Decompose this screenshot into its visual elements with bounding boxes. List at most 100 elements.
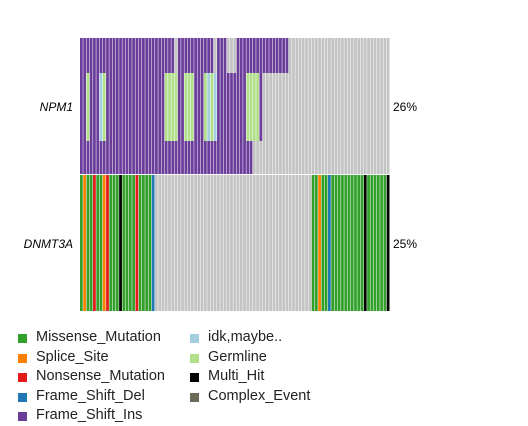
npm1-cell <box>207 73 211 141</box>
npm1-cell <box>204 73 207 141</box>
npm1-cell <box>190 73 194 141</box>
npm1-cell <box>269 73 273 141</box>
npm1-cell <box>233 141 237 174</box>
npm1-cell <box>142 73 145 141</box>
dnmt3a-cell <box>83 175 87 311</box>
dnmt3a-cell <box>148 175 152 311</box>
npm1-cell <box>171 141 175 174</box>
npm1-cell <box>148 141 152 174</box>
npm1-cell <box>89 141 93 174</box>
legend-swatch <box>190 373 199 382</box>
npm1-cell <box>200 73 204 141</box>
legend-item-multi-hit: Multi_Hit <box>190 367 310 387</box>
dnmt3a-cell <box>275 175 279 311</box>
npm1-cell <box>161 38 165 73</box>
legend-label: Frame_Shift_Del <box>36 387 145 404</box>
npm1-cell <box>83 141 87 174</box>
legend-label: Germline <box>208 348 267 365</box>
npm1-cell <box>249 38 253 73</box>
npm1-cell <box>262 38 266 73</box>
dnmt3a-cell <box>239 175 243 311</box>
npm1-cell <box>279 141 282 174</box>
npm1-cell <box>324 38 328 73</box>
dnmt3a-cell <box>262 175 266 311</box>
npm1-cell <box>197 38 201 73</box>
dnmt3a-cell <box>164 175 168 311</box>
npm1-cell <box>158 73 162 141</box>
npm1-cell <box>282 141 286 174</box>
dnmt3a-cell <box>331 175 335 311</box>
npm1-cell <box>145 73 149 141</box>
npm1-cell <box>269 38 273 73</box>
npm1-cell <box>220 141 224 174</box>
dnmt3a-cell <box>158 175 162 311</box>
gene-label-npm1: NPM1 <box>40 100 73 114</box>
npm1-cell <box>128 38 132 73</box>
npm1-cell <box>383 73 387 141</box>
dnmt3a-cell <box>197 175 201 311</box>
npm1-cell <box>288 38 292 73</box>
npm1-cell <box>86 38 90 73</box>
npm1-cell <box>168 73 171 141</box>
npm1-cell <box>168 38 171 73</box>
dnmt3a-cell <box>207 175 211 311</box>
npm1-cell <box>181 38 184 73</box>
npm1-cell <box>233 73 237 141</box>
legend-swatch <box>18 373 27 382</box>
npm1-cell <box>321 141 325 174</box>
npm1-cell <box>83 73 87 141</box>
dnmt3a-cell <box>249 175 253 311</box>
npm1-cell <box>213 38 217 73</box>
npm1-cell <box>223 141 227 174</box>
npm1-cell <box>135 73 139 141</box>
npm1-cell <box>347 38 351 73</box>
npm1-cell <box>292 141 295 174</box>
npm1-cell <box>350 141 354 174</box>
npm1-cell <box>243 141 246 174</box>
dnmt3a-cell <box>350 175 354 311</box>
npm1-cell <box>376 73 380 141</box>
npm1-cell <box>331 38 335 73</box>
dnmt3a-cell <box>301 175 305 311</box>
npm1-cell <box>321 38 325 73</box>
dnmt3a-cell <box>174 175 178 311</box>
dnmt3a-cell <box>220 175 224 311</box>
legend-item-frame-shift-del: Frame_Shift_Del <box>18 387 165 407</box>
dnmt3a-cell <box>347 175 351 311</box>
legend-column-1: Missense_Mutation Splice_Site Nonsense_M… <box>18 328 165 426</box>
npm1-cell <box>220 73 224 141</box>
npm1-cell <box>80 38 83 73</box>
dnmt3a-cell <box>243 175 246 311</box>
npm1-cell <box>324 141 328 174</box>
npm1-cell <box>370 73 374 141</box>
dnmt3a-cell <box>341 175 344 311</box>
npm1-cell <box>138 38 142 73</box>
npm1-cell <box>272 73 276 141</box>
npm1-cell <box>279 38 282 73</box>
dnmt3a-cell <box>266 175 269 311</box>
dnmt3a-cell <box>138 175 142 311</box>
dnmt3a-cell <box>285 175 289 311</box>
npm1-cell <box>190 141 194 174</box>
npm1-cell <box>367 38 370 73</box>
npm1-cell <box>298 38 302 73</box>
npm1-cell <box>168 141 171 174</box>
npm1-cell <box>318 73 321 141</box>
npm1-cell <box>337 141 341 174</box>
npm1-cell <box>370 38 374 73</box>
legend-label: Nonsense_Mutation <box>36 368 165 384</box>
dnmt3a-cell <box>106 175 109 311</box>
legend-label: Complex_Event <box>208 387 311 404</box>
dnmt3a-cell <box>122 175 126 311</box>
dnmt3a-cell <box>363 175 367 311</box>
npm1-cell <box>360 73 364 141</box>
npm1-cell <box>386 141 390 174</box>
npm1-cell <box>174 38 178 73</box>
legend-label: Splice_Site <box>36 348 109 365</box>
npm1-cell <box>259 73 263 141</box>
dnmt3a-cell <box>217 175 220 311</box>
npm1-cell <box>210 73 214 141</box>
dnmt3a-cell <box>314 175 318 311</box>
npm1-cell <box>115 38 119 73</box>
npm1-cell <box>151 73 155 141</box>
